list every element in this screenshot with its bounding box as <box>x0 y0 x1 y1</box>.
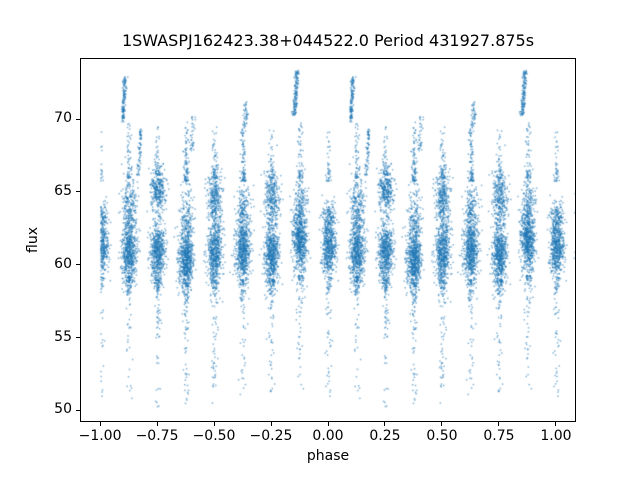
y-tick-label: 70 <box>54 110 72 127</box>
x-tick-label: −1.00 <box>78 428 122 444</box>
y-tick-mark <box>76 264 80 266</box>
y-tick-label: 60 <box>54 255 72 272</box>
scatter-canvas <box>80 58 576 422</box>
y-tick-label: 50 <box>54 401 72 418</box>
y-axis-label: flux <box>25 227 41 253</box>
y-tick-mark <box>76 337 80 339</box>
x-tick-label: −0.25 <box>249 428 293 444</box>
x-tick-label: 0.25 <box>369 428 401 444</box>
y-tick-mark <box>76 118 80 120</box>
x-tick-mark <box>156 422 158 426</box>
x-tick-label: 0.00 <box>312 428 344 444</box>
y-tick-mark <box>76 191 80 193</box>
x-tick-label: 0.75 <box>483 428 515 444</box>
x-tick-mark <box>270 422 272 426</box>
x-tick-label: 1.00 <box>540 428 572 444</box>
y-tick-mark <box>76 409 80 411</box>
x-axis-label: phase <box>306 448 350 464</box>
x-tick-label: −0.75 <box>135 428 179 444</box>
chart-title: 1SWASPJ162423.38+044522.0 Period 431927.… <box>121 31 535 50</box>
x-tick-mark <box>99 422 101 426</box>
x-tick-mark <box>213 422 215 426</box>
x-tick-mark <box>384 422 386 426</box>
x-tick-label: −0.50 <box>192 428 236 444</box>
y-tick-label: 55 <box>54 328 72 345</box>
x-tick-label: 0.50 <box>426 428 458 444</box>
x-tick-mark <box>441 422 443 426</box>
x-tick-mark <box>498 422 500 426</box>
y-tick-label: 65 <box>54 182 72 199</box>
x-tick-mark <box>327 422 329 426</box>
x-tick-mark <box>555 422 557 426</box>
